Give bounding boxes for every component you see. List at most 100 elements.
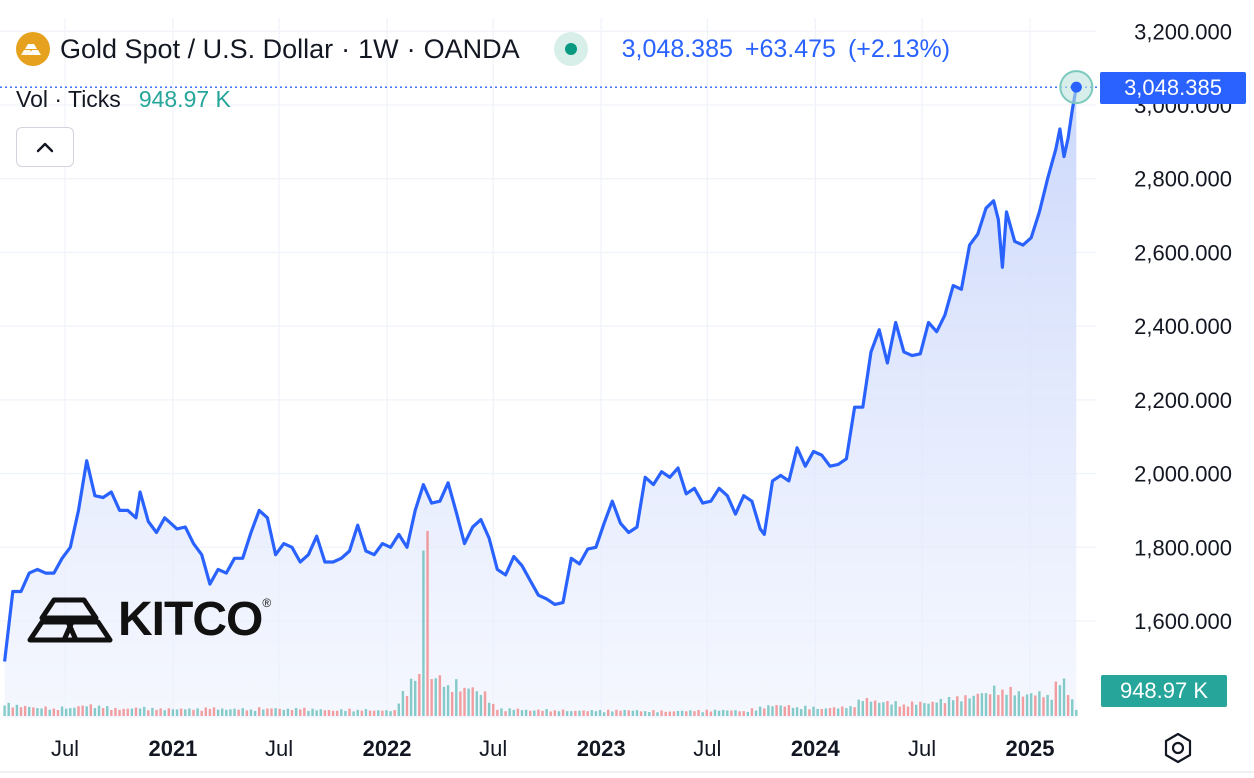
volume-bar: [570, 711, 573, 716]
volume-bar: [405, 695, 409, 716]
volume-bar: [779, 705, 782, 716]
volume-bar: [438, 675, 442, 716]
volume-bar: [19, 707, 23, 716]
volume-bar: [746, 711, 750, 716]
volume-label[interactable]: Vol · Ticks: [16, 86, 121, 112]
volume-bar: [36, 708, 39, 716]
time-tick-label: Jul: [265, 736, 293, 761]
registered-mark: ®: [262, 596, 272, 610]
volume-bar: [69, 708, 72, 716]
volume-bar: [750, 708, 754, 716]
volume-bar: [582, 710, 585, 716]
price-tick-label: 1,600.000: [1134, 609, 1232, 634]
settings-hexagon-icon[interactable]: [1160, 730, 1196, 766]
volume-bar: [7, 702, 10, 716]
change-value: +63.475: [744, 34, 836, 63]
volume-bar: [73, 707, 76, 716]
volume-bar: [221, 708, 224, 716]
volume-bar: [229, 709, 232, 716]
volume-bar: [853, 707, 856, 716]
volume-bars: [3, 530, 1078, 716]
symbol-title[interactable]: Gold Spot / U.S. Dollar: [60, 33, 334, 64]
volume-legend: Vol · Ticks 948.97 K: [16, 86, 231, 113]
collapse-legend-button[interactable]: [16, 127, 74, 167]
time-axis[interactable]: Jul 2021 Jul 2022 Jul 2023 Jul 2024 Jul 2025: [51, 736, 1055, 761]
volume-bar: [627, 710, 630, 716]
volume-bar: [586, 711, 589, 716]
price-tick-label: 3,200.000: [1134, 19, 1232, 44]
volume-bar: [319, 709, 322, 716]
volume-bar: [93, 708, 97, 716]
volume-bar: [635, 710, 639, 716]
volume-bar: [738, 711, 741, 716]
time-tick-label: 2022: [363, 736, 412, 761]
volume-bar: [1046, 694, 1049, 716]
volume-bar: [253, 710, 257, 716]
volume-bar: [496, 709, 499, 716]
volume-bar: [85, 706, 88, 716]
separator-dot: ·: [406, 33, 416, 64]
volume-bar: [467, 688, 470, 716]
volume-bar: [159, 708, 162, 716]
symbol-legend: Gold Spot / U.S. Dollar · 1W · OANDA 3,0…: [16, 32, 962, 66]
volume-bar: [409, 678, 413, 716]
volume-bar: [385, 710, 388, 716]
volume-bar: [138, 708, 142, 716]
volume-bar: [1017, 691, 1021, 716]
volume-bar: [1025, 694, 1029, 716]
volume-bar: [418, 674, 421, 716]
volume-bar: [1034, 695, 1037, 716]
volume-bar: [487, 702, 491, 716]
volume-bar: [344, 710, 347, 716]
interval-label[interactable]: 1W: [358, 33, 399, 64]
volume-bar: [364, 709, 368, 716]
volume-bar: [212, 707, 216, 716]
volume-bar: [1075, 709, 1078, 716]
volume-bar: [142, 706, 146, 716]
volume-bar: [1062, 678, 1066, 716]
volume-bar: [721, 709, 725, 716]
price-tick-label: 2,800.000: [1134, 167, 1232, 192]
volume-bar: [800, 709, 803, 716]
volume-bar: [861, 701, 865, 716]
volume-bar: [804, 705, 807, 716]
volume-bar: [475, 691, 479, 716]
volume-bar: [303, 707, 306, 716]
volume-bar: [241, 708, 244, 716]
volume-bar: [828, 708, 832, 716]
volume-bar: [356, 709, 359, 716]
volume-bar: [492, 703, 495, 716]
volume-bar: [836, 708, 840, 716]
volume-bar: [245, 710, 249, 716]
volume-bar: [52, 708, 56, 716]
volume-bar: [3, 705, 6, 716]
live-status-dot-icon: [553, 32, 588, 66]
volume-bar: [935, 702, 938, 716]
volume-bar: [685, 711, 688, 716]
volume-bar: [689, 710, 692, 716]
volume-bar: [993, 685, 996, 716]
volume-bar: [795, 707, 799, 716]
price-tick-label: 2,400.000: [1134, 314, 1232, 339]
gold-bar-icon: [16, 32, 50, 66]
volume-bar: [1029, 693, 1033, 716]
price-axis[interactable]: 1,600.000 1,800.000 2,000.000 2,200.000 2,40…: [1134, 19, 1232, 634]
volume-bar: [701, 712, 704, 716]
volume-bar: [594, 711, 598, 716]
volume-bar: [463, 687, 466, 716]
volume-bar: [623, 709, 626, 716]
volume-bar: [980, 693, 984, 716]
volume-bar: [266, 708, 269, 716]
volume-bar: [656, 712, 659, 716]
volume-bar: [672, 711, 676, 716]
kitco-bars-icon: [27, 597, 113, 642]
volume-bar: [233, 708, 236, 716]
volume-bar: [434, 678, 437, 716]
volume-bar: [352, 711, 355, 716]
volume-bar: [960, 701, 963, 716]
volume-bar: [171, 709, 175, 716]
volume-bar: [660, 710, 663, 716]
volume-bar: [997, 694, 1000, 716]
volume-bar: [389, 711, 392, 716]
